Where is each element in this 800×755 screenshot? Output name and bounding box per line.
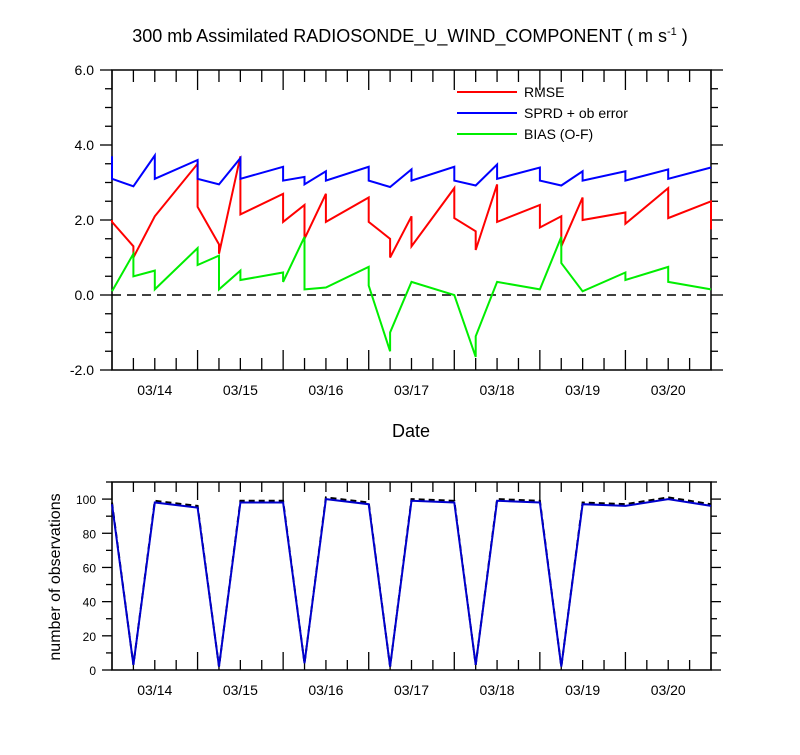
x-tick-label: 03/17	[394, 682, 429, 698]
x-tick-label: 03/19	[565, 682, 600, 698]
y-tick-label: 20	[83, 630, 97, 644]
y-tick-label: 80	[83, 527, 97, 541]
y-tick-label: 40	[83, 596, 97, 610]
legend-label-0: RMSE	[524, 84, 564, 100]
series-line-0	[111, 156, 712, 258]
series-line-1	[111, 152, 712, 189]
y-tick-label: -2.0	[70, 362, 94, 378]
x-tick-label: 03/15	[223, 682, 258, 698]
series-line-2	[111, 236, 712, 358]
top-plot-area: 03/14 03/15 03/16 03/17 03/18 03/19 03/20 -2.0 0…	[70, 62, 723, 398]
y-tick-label: 4.0	[75, 137, 95, 153]
x-tick-label: 03/16	[308, 682, 343, 698]
x-tick-label: 03/14	[137, 682, 172, 698]
y-tick-label: 2.0	[75, 212, 95, 228]
y-tick-label: 6.0	[75, 62, 95, 78]
x-tick-label: 03/19	[565, 382, 600, 398]
x-tick-label: 03/20	[651, 382, 686, 398]
series-line-0	[111, 496, 712, 667]
series-line-1	[111, 497, 712, 667]
x-tick-label: 03/15	[223, 382, 258, 398]
legend-label-2: BIAS (O-F)	[524, 126, 593, 142]
y-tick-label: 60	[83, 561, 97, 575]
x-tick-label: 03/14	[137, 382, 172, 398]
y-tick-label: 0	[89, 664, 96, 678]
x-tick-label: 03/18	[480, 382, 515, 398]
chart-title: 300 mb Assimilated RADIOSONDE_U_WIND_COM…	[132, 26, 688, 47]
legend-label-1: SPRD + ob error	[524, 105, 628, 121]
x-tick-label: 03/17	[394, 382, 429, 398]
x-tick-label: 03/20	[651, 682, 686, 698]
x-tick-label: 03/16	[308, 382, 343, 398]
y-tick-label: 100	[76, 493, 96, 507]
x-tick-label: 03/18	[480, 682, 515, 698]
x-axis-label: Date	[392, 421, 430, 441]
y-tick-label: 0.0	[75, 287, 95, 303]
plot-frame	[111, 481, 712, 671]
y-axis-label: number of observations	[47, 493, 64, 660]
bottom-plot-area: 03/14 03/15 03/16 03/17 03/18 03/19 03/20 0 20 40…	[76, 481, 721, 698]
